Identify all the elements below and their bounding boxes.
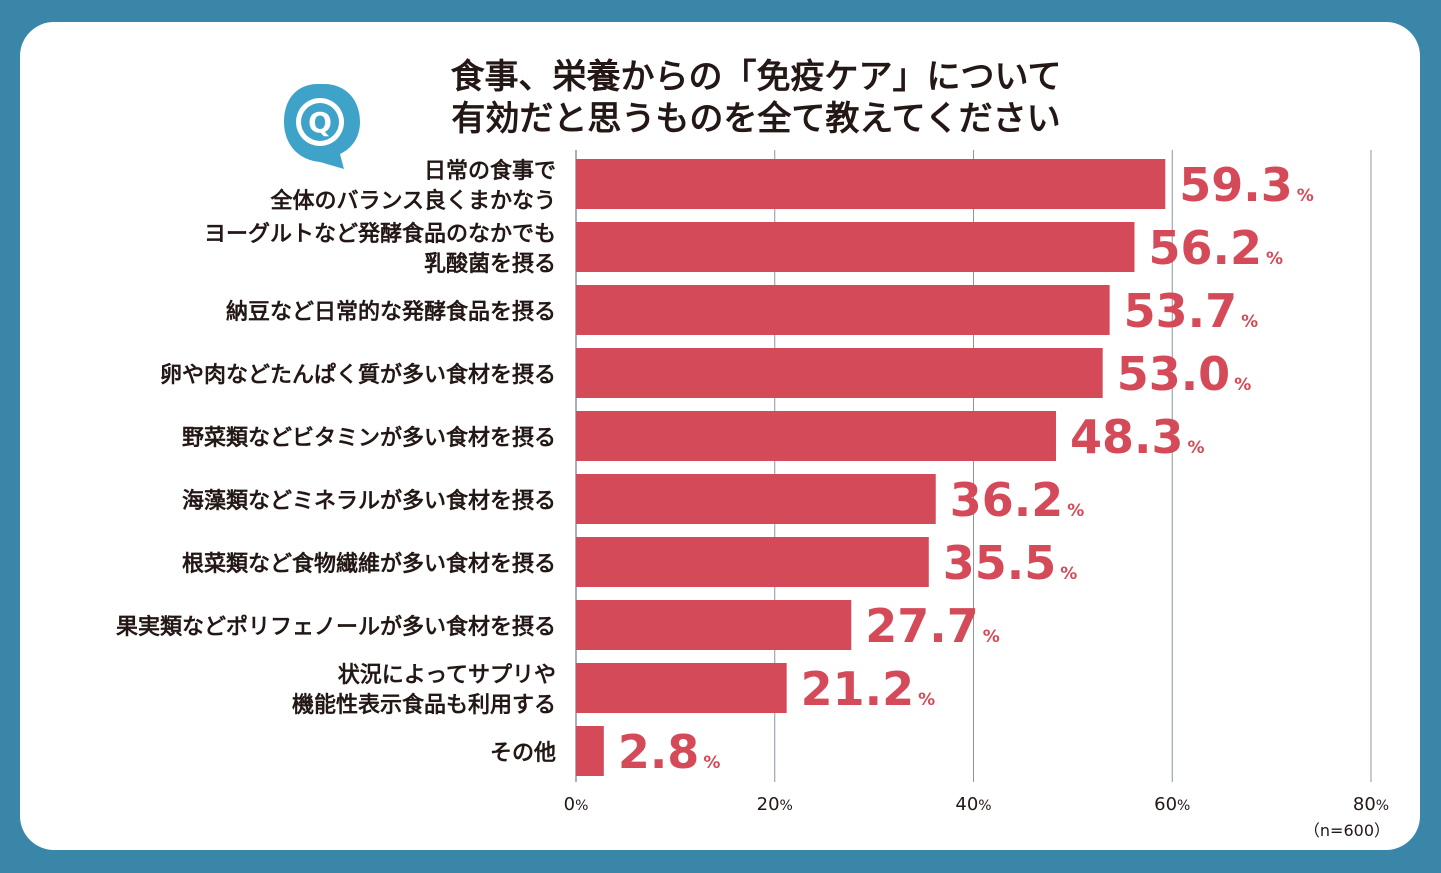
category-label-7: 根菜類など食物繊維が多い食材を摂る — [182, 551, 556, 577]
category-label-5: 野菜類などビタミンが多い食材を摂る — [182, 425, 556, 451]
value-label-5: 48.3% — [1070, 410, 1205, 464]
category-label-10: その他 — [490, 741, 556, 766]
logo-letter: Q — [308, 106, 332, 139]
bar-9 — [576, 663, 787, 713]
category-label-9-line-1: 状況によってサプリや — [338, 663, 556, 688]
value-label-6: 36.2% — [950, 473, 1085, 527]
x-tick-label-60: 60% — [1154, 794, 1190, 815]
bar-10 — [576, 726, 604, 776]
x-tick-label-20: 20% — [757, 794, 793, 815]
value-label-4: 53.0% — [1117, 347, 1252, 401]
category-label-6: 海藻類などミネラルが多い食材を摂る — [182, 488, 556, 514]
value-label-2: 56.2% — [1148, 221, 1283, 275]
chart-title-line-1: 食事、栄養からの「免疫ケア」について — [451, 57, 1062, 97]
chart-card: Q 食事、栄養からの「免疫ケア」について 有効だと思うものを全て教えてください 日… — [20, 22, 1420, 850]
sample-size-note: （n=600） — [1304, 821, 1390, 840]
value-label-3: 53.7% — [1124, 284, 1259, 338]
category-label-1-line-2: 全体のバランス良くまかなう — [269, 188, 556, 214]
value-label-9: 21.2% — [801, 662, 936, 716]
value-label-10: 2.8% — [618, 725, 721, 779]
bar-6 — [576, 474, 936, 524]
category-label-1-line-1: 日常の食事で — [424, 158, 556, 184]
category-label-2-line-1: ヨーグルトなど発酵食品のなかでも — [204, 221, 556, 247]
category-label-4: 卵や肉などたんぱく質が多い食材を摂る — [160, 362, 556, 388]
chart-title-line-2: 有効だと思うものを全て教えてください — [451, 99, 1060, 139]
category-label-9-line-2: 機能性表示食品も利用する — [292, 692, 556, 718]
bar-8 — [576, 600, 852, 650]
category-label-3: 納豆など日常的な発酵食品を摂る — [226, 299, 556, 325]
x-tick-label-80: 80% — [1353, 794, 1389, 815]
bar-3 — [576, 285, 1110, 335]
bar-2 — [576, 222, 1135, 272]
x-tick-label-0: 0% — [564, 794, 589, 815]
value-label-8: 27.7% — [865, 599, 1000, 653]
category-label-8: 果実類などポリフェノールが多い食材を摂る — [116, 614, 556, 640]
value-label-1: 59.3% — [1179, 158, 1314, 212]
bar-4 — [576, 348, 1103, 398]
value-label-7: 35.5% — [943, 536, 1078, 590]
q-speech-bubble-icon: Q — [284, 84, 360, 169]
x-tick-label-40: 40% — [955, 794, 991, 815]
bar-5 — [576, 411, 1056, 461]
category-label-2-line-2: 乳酸菌を摂る — [424, 251, 556, 277]
bar-1 — [576, 159, 1166, 209]
bar-7 — [576, 537, 929, 587]
